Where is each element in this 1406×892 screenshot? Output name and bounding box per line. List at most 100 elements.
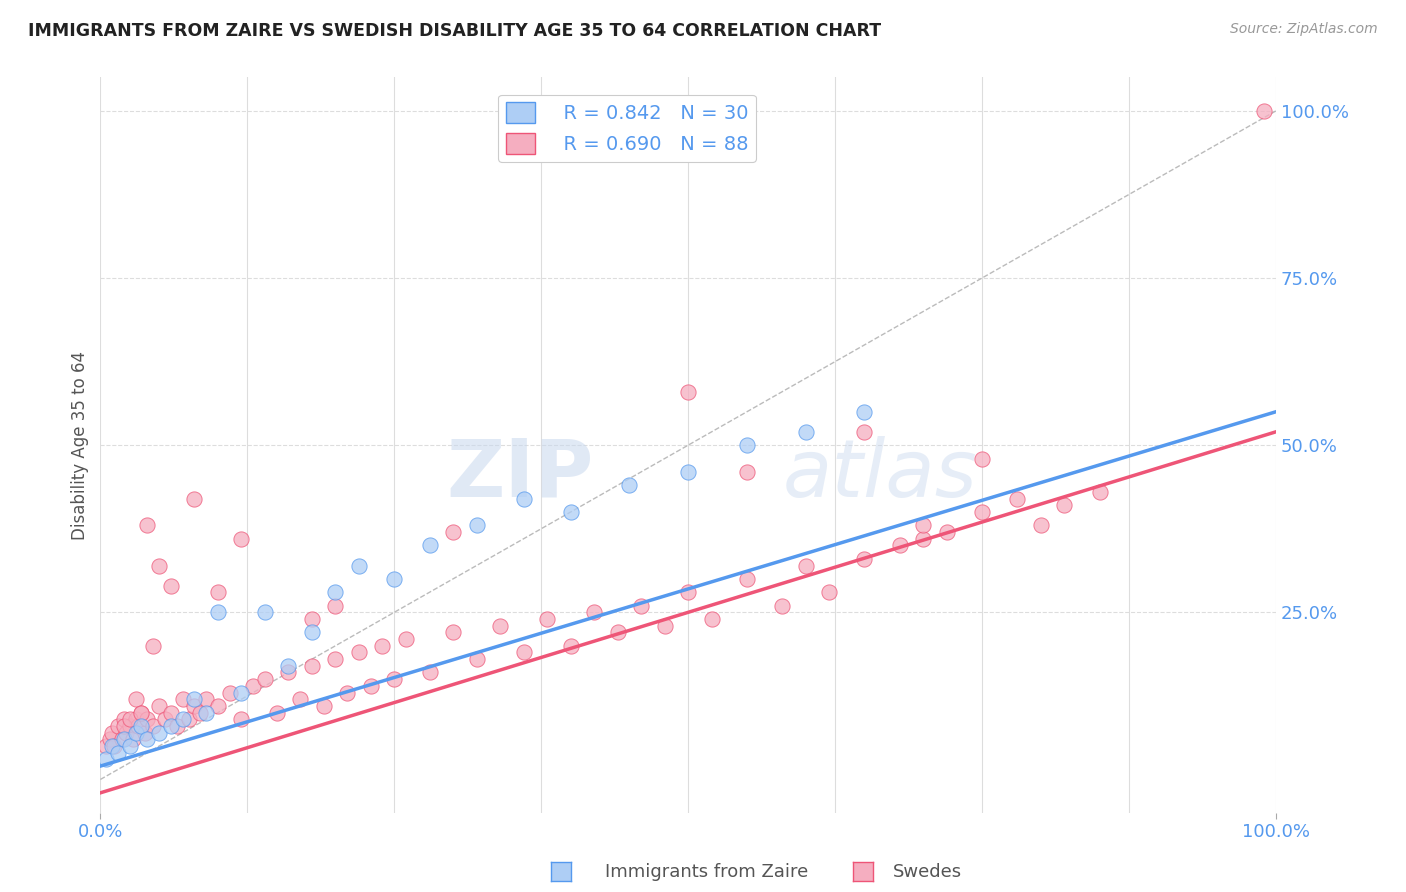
Point xyxy=(347,645,370,659)
Point xyxy=(560,505,582,519)
Point xyxy=(195,692,218,706)
Point xyxy=(676,384,699,399)
Point xyxy=(112,712,135,726)
Point xyxy=(970,451,993,466)
Point xyxy=(1007,491,1029,506)
Point xyxy=(583,605,606,619)
Point xyxy=(124,692,146,706)
Point xyxy=(735,465,758,479)
Point xyxy=(301,658,323,673)
Point xyxy=(465,652,488,666)
Text: atlas: atlas xyxy=(782,435,977,514)
Point xyxy=(395,632,418,646)
Point xyxy=(654,618,676,632)
Point xyxy=(112,719,135,733)
Point xyxy=(630,599,652,613)
Point xyxy=(160,719,183,733)
Point xyxy=(134,725,156,739)
Point xyxy=(1029,518,1052,533)
Point xyxy=(325,599,347,613)
Text: ZIP: ZIP xyxy=(447,435,595,514)
Point xyxy=(853,405,876,419)
Point xyxy=(1088,485,1111,500)
Y-axis label: Disability Age 35 to 64: Disability Age 35 to 64 xyxy=(72,351,89,540)
Point xyxy=(700,612,723,626)
Point xyxy=(160,706,183,720)
Point xyxy=(935,525,957,540)
Point xyxy=(142,719,165,733)
Point xyxy=(536,612,558,626)
Point xyxy=(183,491,205,506)
Point xyxy=(131,706,153,720)
Point xyxy=(131,719,153,733)
Point xyxy=(794,558,817,573)
Point xyxy=(103,739,125,753)
Point xyxy=(770,599,793,613)
Point xyxy=(207,585,229,599)
Point xyxy=(382,572,405,586)
Point xyxy=(290,692,312,706)
Point xyxy=(131,706,153,720)
Point xyxy=(118,719,141,733)
Point xyxy=(266,706,288,720)
Point xyxy=(853,425,876,439)
Legend:   R = 0.842   N = 30,   R = 0.690   N = 88: R = 0.842 N = 30, R = 0.690 N = 88 xyxy=(498,95,756,162)
Point xyxy=(301,625,323,640)
Point xyxy=(231,685,253,699)
Point xyxy=(183,698,205,713)
Point xyxy=(818,585,841,599)
Point xyxy=(312,698,335,713)
Point xyxy=(301,612,323,626)
Point xyxy=(118,712,141,726)
Text: IMMIGRANTS FROM ZAIRE VS SWEDISH DISABILITY AGE 35 TO 64 CORRELATION CHART: IMMIGRANTS FROM ZAIRE VS SWEDISH DISABIL… xyxy=(28,22,882,40)
Point xyxy=(418,539,440,553)
Point xyxy=(735,438,758,452)
Point xyxy=(172,712,194,726)
Point xyxy=(853,551,876,566)
Point xyxy=(253,672,276,686)
Point xyxy=(1253,103,1275,118)
Point xyxy=(118,739,141,753)
Point xyxy=(101,739,124,753)
Point xyxy=(489,618,512,632)
Point xyxy=(96,752,118,766)
Point xyxy=(124,725,146,739)
Point xyxy=(676,465,699,479)
Point xyxy=(360,679,382,693)
Point xyxy=(207,605,229,619)
Point xyxy=(970,505,993,519)
Point xyxy=(465,518,488,533)
Point xyxy=(277,658,299,673)
Point xyxy=(112,732,135,747)
Point xyxy=(96,739,118,753)
Point xyxy=(912,518,935,533)
Point xyxy=(253,605,276,619)
Point xyxy=(148,725,170,739)
Point xyxy=(127,719,149,733)
Text: Source: ZipAtlas.com: Source: ZipAtlas.com xyxy=(1230,22,1378,37)
Point xyxy=(166,719,188,733)
Point xyxy=(441,625,464,640)
Point xyxy=(347,558,370,573)
Point xyxy=(172,692,194,706)
Point xyxy=(231,532,253,546)
Point xyxy=(136,518,159,533)
Point xyxy=(148,558,170,573)
Point xyxy=(912,532,935,546)
Point xyxy=(382,672,405,686)
Point xyxy=(107,746,129,760)
Point xyxy=(277,665,299,680)
Point xyxy=(124,712,146,726)
Point xyxy=(101,725,124,739)
Text: Immigrants from Zaire: Immigrants from Zaire xyxy=(605,863,808,881)
Point xyxy=(183,692,205,706)
Point xyxy=(889,539,911,553)
Point xyxy=(512,491,534,506)
Point xyxy=(512,645,534,659)
Point xyxy=(110,732,132,747)
Point xyxy=(418,665,440,680)
Point xyxy=(142,639,165,653)
Point xyxy=(122,732,145,747)
Point xyxy=(325,585,347,599)
Point xyxy=(207,698,229,713)
